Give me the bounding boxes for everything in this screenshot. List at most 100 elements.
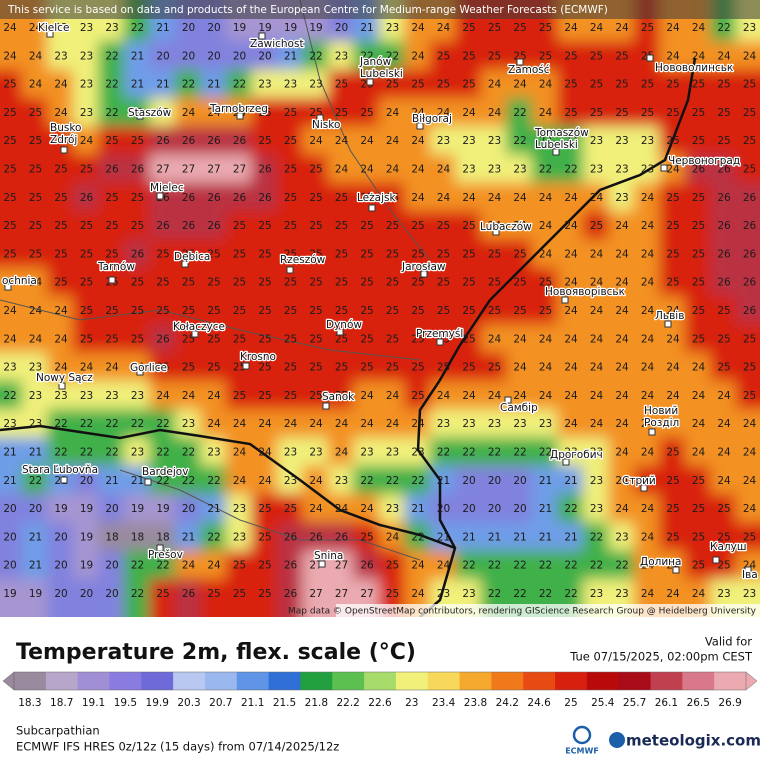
temperature-value: 25: [335, 248, 348, 260]
temperature-value: 20: [462, 503, 475, 515]
legend-tick-label: 19.9: [146, 697, 169, 709]
temperature-cell: [72, 154, 101, 185]
city-name: Lubaczów: [480, 221, 532, 233]
temperature-value: 23: [437, 588, 450, 600]
temperature-cell: [480, 295, 509, 327]
temperature-value: 25: [29, 192, 42, 204]
temperature-cell: [98, 126, 126, 157]
temperature-cell: [531, 154, 560, 185]
temperature-cell: [327, 69, 356, 100]
temperature-value: 25: [386, 79, 399, 91]
temperature-value: 27: [207, 164, 220, 176]
temperature-cell: [582, 522, 611, 553]
temperature-cell: [353, 154, 381, 185]
city-name: Нововолинськ: [655, 62, 733, 74]
temperature-cell: [455, 210, 483, 242]
temperature-cell: [123, 41, 152, 72]
legend-tick-label: 21.5: [273, 697, 296, 709]
temperature-value: 25: [233, 588, 246, 600]
city-marker: [516, 58, 524, 66]
temperature-value: 24: [488, 390, 502, 402]
temperature-value: 20: [182, 22, 195, 34]
temperature-cell: [531, 380, 560, 412]
legend-swatch: [618, 672, 652, 690]
temperature-value: 25: [437, 248, 450, 260]
temperature-cell: [684, 154, 713, 185]
temperature-cell: [72, 550, 101, 581]
temperature-value: 26: [717, 248, 731, 260]
temperature-value: 24: [666, 588, 680, 600]
temperature-value: 22: [717, 22, 730, 34]
temperature-cell: [608, 522, 636, 553]
temperature-cell: [0, 126, 24, 157]
temperature-value: 24: [488, 192, 502, 204]
city-marker: [712, 556, 720, 564]
temperature-value: 25: [233, 333, 246, 345]
temperature-value: 24: [692, 418, 706, 430]
temperature-cell: [149, 126, 177, 157]
temperature-value: 21: [105, 475, 118, 487]
temperature-value: 24: [590, 333, 604, 345]
temperature-cell: [276, 295, 305, 327]
temperature-cell: [378, 267, 407, 298]
temperature-value: 24: [309, 418, 323, 430]
temperature-value: 20: [182, 50, 195, 62]
temperature-value: 21: [488, 531, 501, 543]
temperature-value: 24: [437, 164, 451, 176]
temperature-cell: [710, 97, 738, 129]
temperature-value: 25: [692, 192, 705, 204]
temperature-cell: [455, 550, 483, 581]
temperature-cell: [276, 41, 305, 72]
city-name: Dębica: [174, 251, 210, 263]
temperature-cell: [557, 126, 585, 157]
temperature-cell: [659, 239, 687, 270]
temperature-cell: [174, 437, 203, 468]
temperature-value: 23: [641, 135, 654, 147]
temperature-value: 22: [3, 390, 16, 402]
temperature-value: 20: [54, 588, 67, 600]
temperature-value: 19: [131, 503, 144, 515]
temperature-value: 26: [717, 220, 731, 232]
temperature-value: 25: [590, 220, 603, 232]
temperature-cell: [0, 550, 24, 581]
legend-swatch: [714, 672, 747, 690]
city-marker: [640, 484, 648, 492]
temperature-cell: [123, 239, 152, 270]
temperature-cell: [98, 182, 126, 213]
temperature-value: 24: [3, 305, 17, 317]
temperature-value: 25: [386, 220, 399, 232]
temperature-value: 23: [284, 475, 297, 487]
city-marker: [368, 204, 376, 212]
temperature-value: 23: [437, 418, 450, 430]
temperature-value: 25: [360, 305, 373, 317]
temperature-value: 24: [182, 560, 196, 572]
temperature-value: 24: [462, 107, 476, 119]
legend-tick-label: 19.1: [82, 697, 105, 709]
temperature-value: 22: [386, 50, 399, 62]
temperature-value: 19: [80, 503, 93, 515]
temperature-value: 25: [462, 333, 475, 345]
legend-swatch: [204, 672, 238, 690]
temperature-cell: [633, 239, 662, 270]
temperature-cell: [735, 493, 760, 525]
temperature-value: 26: [717, 192, 731, 204]
temperature-value: 24: [54, 333, 68, 345]
temperature-cell: [506, 126, 534, 157]
temperature-value: 25: [488, 362, 501, 374]
temperature-cell: [251, 69, 279, 100]
temperature-cell: [21, 154, 50, 185]
temperature-value: 23: [641, 164, 654, 176]
temperature-cell: [531, 267, 560, 298]
temperature-value: 23: [284, 447, 297, 459]
temperature-value: 25: [666, 135, 679, 147]
temperature-value: 25: [29, 107, 42, 119]
temperature-value: 25: [233, 390, 246, 402]
temperature-cell: [608, 550, 636, 581]
temperature-cell: [200, 210, 228, 242]
temperature-value: 23: [29, 390, 42, 402]
temperature-cell: [735, 295, 760, 327]
temperature-cell: [404, 352, 432, 383]
temperature-value: 23: [105, 390, 118, 402]
temperature-cell: [506, 182, 534, 213]
